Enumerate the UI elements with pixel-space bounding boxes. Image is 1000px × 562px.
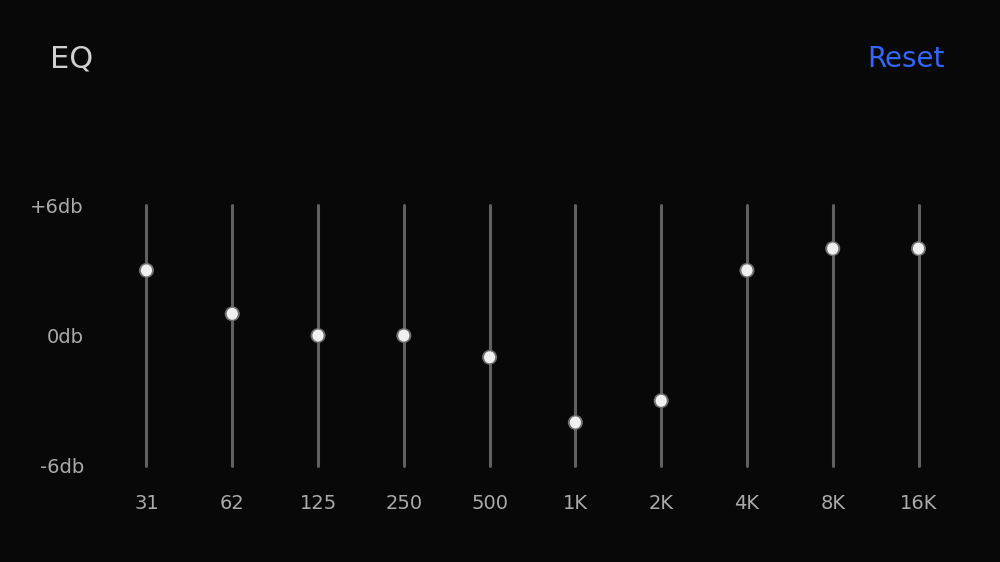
Ellipse shape	[312, 329, 324, 342]
Ellipse shape	[482, 350, 497, 365]
Text: Reset: Reset	[868, 45, 945, 73]
Ellipse shape	[656, 395, 667, 407]
Ellipse shape	[396, 328, 411, 343]
Ellipse shape	[654, 393, 669, 408]
Ellipse shape	[825, 241, 840, 256]
Ellipse shape	[139, 263, 154, 278]
Ellipse shape	[913, 243, 924, 255]
Ellipse shape	[225, 306, 240, 321]
Ellipse shape	[739, 263, 754, 278]
Ellipse shape	[911, 241, 926, 256]
Ellipse shape	[570, 416, 581, 428]
Ellipse shape	[141, 264, 152, 277]
Ellipse shape	[227, 308, 238, 320]
Text: EQ: EQ	[50, 45, 93, 74]
Ellipse shape	[827, 243, 838, 255]
Ellipse shape	[311, 328, 326, 343]
Ellipse shape	[741, 264, 753, 277]
Ellipse shape	[484, 351, 495, 363]
Ellipse shape	[398, 329, 409, 342]
Ellipse shape	[568, 415, 583, 430]
